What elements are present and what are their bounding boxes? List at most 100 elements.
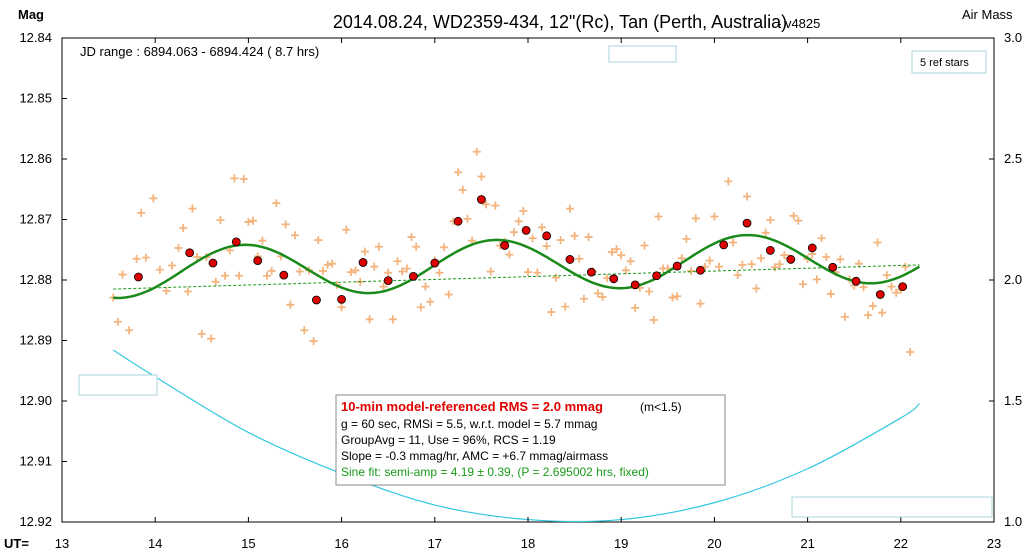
bottom-right-marker-box (791, 496, 993, 518)
y-tick-label-left: 12.91 (19, 454, 52, 469)
raw-data-point (393, 257, 402, 266)
raw-data-point (668, 293, 677, 302)
raw-data-point (421, 282, 430, 291)
raw-data-point (584, 233, 593, 242)
raw-data-point (374, 242, 383, 251)
raw-data-point (691, 214, 700, 223)
raw-data-point (351, 266, 360, 275)
x-axis-label: UT= (4, 536, 29, 551)
raw-data-point (906, 347, 915, 356)
raw-data-point (542, 242, 551, 251)
raw-data-point (812, 275, 821, 284)
raw-data-point (267, 266, 276, 275)
raw-data-point (537, 223, 546, 232)
raw-data-point (878, 308, 887, 317)
stats-box (335, 394, 726, 486)
raw-data-point (258, 236, 267, 245)
raw-data-point (249, 216, 258, 225)
x-tick-label: 21 (800, 536, 814, 551)
raw-data-point (454, 168, 463, 177)
raw-data-point (272, 199, 281, 208)
y-tick-label-left: 12.87 (19, 212, 52, 227)
raw-data-point (724, 177, 733, 186)
ref-stars-box (911, 50, 987, 74)
raw-data-point (598, 292, 607, 301)
raw-data-point (295, 267, 304, 276)
group-average-point (696, 265, 705, 275)
y-tick-label-left: 12.84 (19, 30, 52, 45)
raw-data-point (840, 312, 849, 321)
raw-data-point (822, 253, 831, 262)
group-average-point (828, 262, 838, 272)
raw-data-point (645, 287, 654, 296)
raw-data-point (291, 231, 299, 240)
raw-data-point (286, 300, 295, 309)
stats-line-1: 10-min model-referenced RMS = 2.0 mmag (341, 399, 603, 414)
stats-line-1b: (m<1.5) (640, 400, 682, 414)
stats-line-5: Sine fit: semi-amp = 4.19 ± 0.39, (P = 2… (341, 465, 649, 479)
raw-data-point (263, 271, 272, 280)
group-average-point (609, 274, 619, 284)
raw-data-point (743, 192, 752, 201)
group-average-point (383, 276, 393, 286)
raw-data-point (141, 253, 150, 262)
raw-data-point (230, 174, 239, 183)
raw-data-point (360, 247, 369, 256)
raw-data-point (118, 270, 127, 279)
raw-data-point (654, 212, 663, 221)
y-axis-label-left: Mag (18, 7, 44, 22)
raw-data-point (300, 326, 309, 335)
raw-data-point (463, 214, 472, 223)
raw-data-point (761, 228, 770, 237)
y-tick-label-right: 1.5 (1004, 393, 1022, 408)
y-tick-label-left: 12.90 (19, 393, 52, 408)
raw-data-point (281, 220, 290, 229)
raw-data-point (402, 264, 411, 273)
raw-data-point (323, 260, 332, 269)
x-tick-label: 16 (334, 536, 348, 551)
raw-data-point (207, 334, 216, 343)
raw-data-point (798, 280, 807, 289)
raw-data-point (547, 308, 556, 317)
group-average-point (430, 258, 440, 268)
x-tick-label: 17 (428, 536, 442, 551)
raw-data-point (162, 286, 171, 295)
group-average-point (742, 218, 752, 228)
group-average-point (851, 276, 861, 286)
y-tick-label-left: 12.86 (19, 151, 52, 166)
raw-data-point (673, 292, 682, 301)
raw-data-point (491, 201, 500, 210)
raw-data-point (137, 208, 146, 217)
raw-data-point (365, 315, 374, 324)
raw-data-point (626, 257, 635, 266)
raw-data-point (789, 211, 798, 220)
raw-data-point (444, 290, 453, 299)
raw-data-point (183, 287, 192, 296)
group-average-point (542, 231, 552, 241)
raw-data-point (901, 262, 910, 271)
raw-data-point (612, 245, 621, 254)
raw-data-point (892, 288, 901, 297)
raw-data-point (514, 217, 523, 226)
x-tick-label: 15 (241, 536, 255, 551)
y-tick-label-right: 2.5 (1004, 151, 1022, 166)
group-average-point (500, 241, 510, 250)
raw-data-point (817, 234, 826, 243)
group-average-point (652, 271, 662, 281)
group-average-point (312, 295, 321, 305)
raw-data-point (337, 303, 346, 312)
raw-data-point (621, 266, 630, 275)
raw-data-point (188, 204, 197, 213)
raw-data-point (477, 172, 486, 181)
group-average-point (476, 195, 486, 204)
sine-fit-curve (113, 233, 921, 300)
raw-data-point (435, 268, 444, 277)
raw-data-point (836, 255, 845, 264)
y-axis-label-right: Air Mass (962, 7, 1013, 22)
raw-data-point (631, 303, 640, 312)
group-average-point (719, 240, 729, 250)
raw-data-point (440, 243, 449, 252)
raw-data-point (579, 294, 588, 303)
raw-data-point (482, 200, 491, 209)
